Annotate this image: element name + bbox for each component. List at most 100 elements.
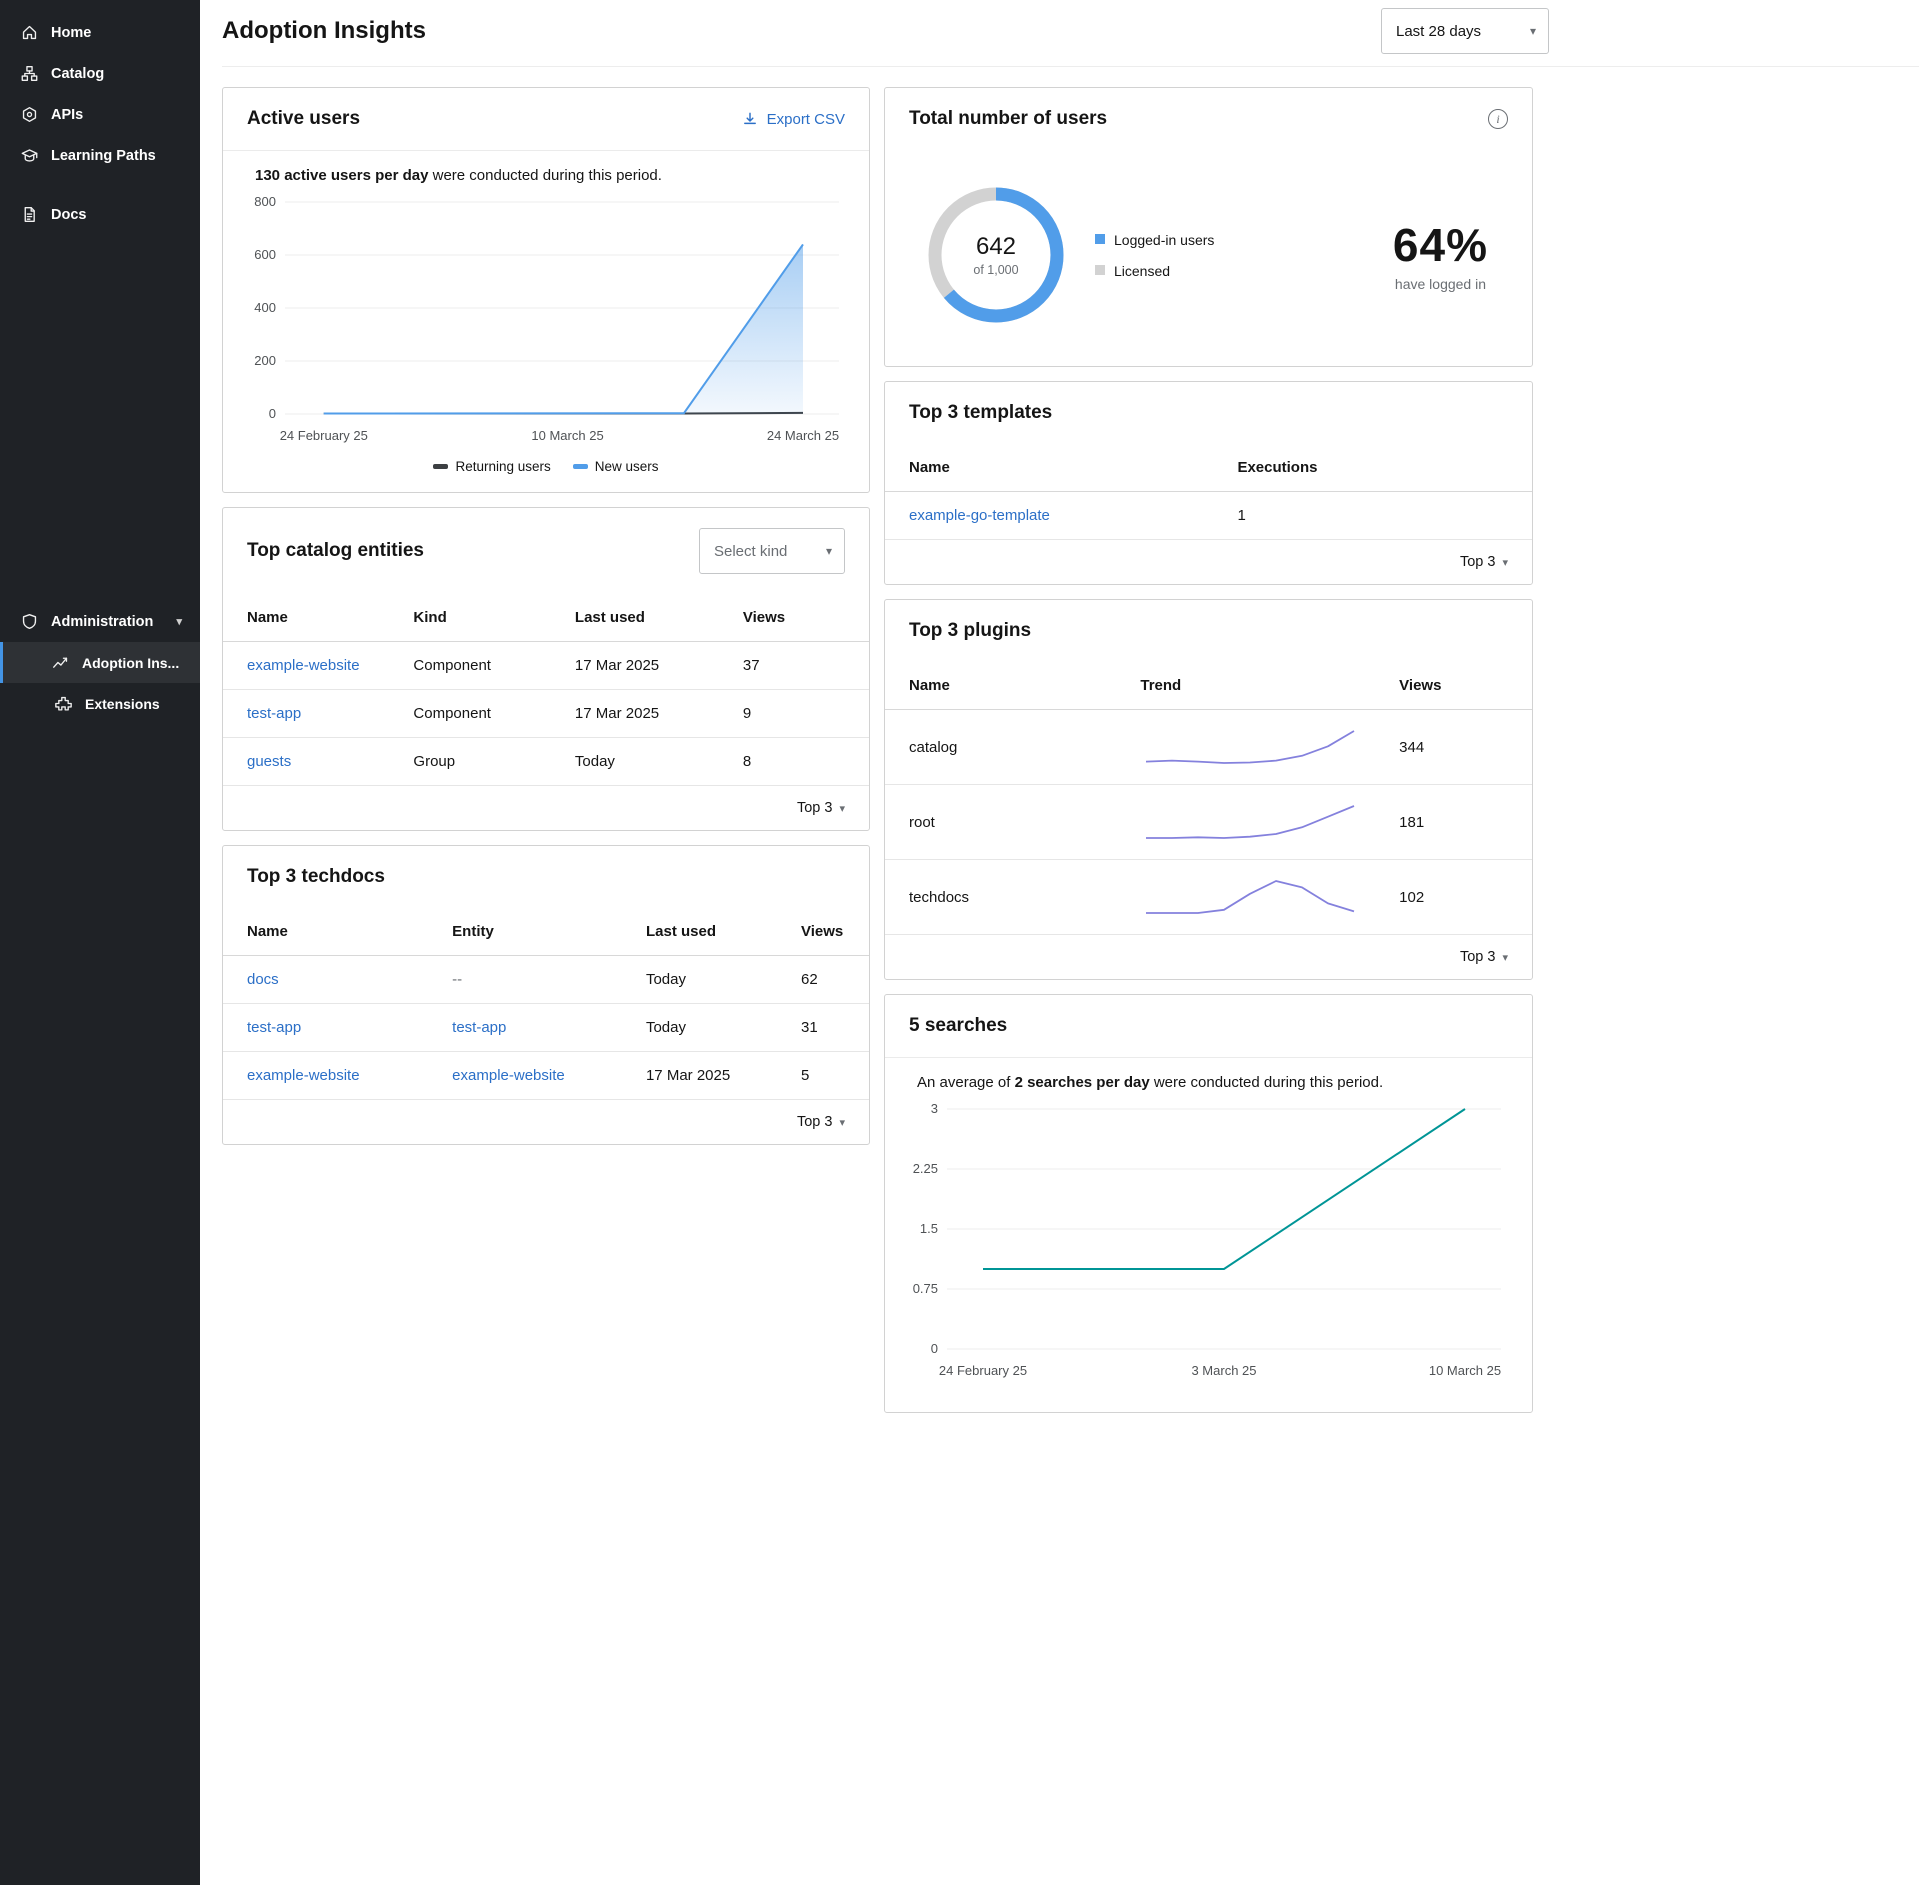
table-row: example-website example-website 17 Mar 2… xyxy=(223,1052,869,1100)
sidebar-admin-section: Administration ▾ Adoption Ins... Extensi… xyxy=(0,601,200,724)
page-title: Adoption Insights xyxy=(222,17,426,45)
main-content: Adoption Insights Last 28 days ▾ Active … xyxy=(200,0,1919,1885)
svg-text:3: 3 xyxy=(931,1101,938,1116)
info-icon[interactable]: i xyxy=(1488,109,1508,129)
svg-text:0.75: 0.75 xyxy=(913,1281,938,1296)
legend-swatch-new xyxy=(573,464,588,469)
svg-text:10 March 25: 10 March 25 xyxy=(1429,1363,1501,1378)
shield-icon xyxy=(21,613,38,630)
sidebar-item-adoption-insights[interactable]: Adoption Ins... xyxy=(0,642,200,683)
template-link[interactable]: example-go-template xyxy=(909,507,1050,524)
line-chart-icon xyxy=(52,654,69,671)
top3-selector[interactable]: Top 3 ▾ xyxy=(885,935,1532,979)
top3-selector[interactable]: Top 3 ▾ xyxy=(885,540,1532,584)
active-users-legend: Returning users New users xyxy=(223,455,869,492)
top3-selector[interactable]: Top 3 ▾ xyxy=(223,786,869,830)
svg-text:0: 0 xyxy=(931,1341,938,1356)
top-templates-card: Top 3 templates Name Executions example-… xyxy=(884,381,1533,585)
sidebar-item-catalog[interactable]: Catalog xyxy=(0,53,200,94)
sidebar-item-home[interactable]: Home xyxy=(0,12,200,53)
searches-summary: An average of 2 searches per day were co… xyxy=(885,1058,1532,1091)
column-header: Entity xyxy=(436,908,630,956)
period-select[interactable]: Last 28 days ▾ xyxy=(1381,8,1549,54)
searches-card: 5 searches An average of 2 searches per … xyxy=(884,994,1533,1413)
entity-link[interactable]: test-app xyxy=(452,1019,506,1036)
table-row: example-go-template 1 xyxy=(885,492,1532,540)
legend-swatch-returning xyxy=(433,464,448,469)
home-icon xyxy=(21,24,38,41)
techdoc-link[interactable]: example-website xyxy=(247,1067,360,1084)
chevron-down-icon: ▾ xyxy=(839,802,845,815)
chevron-down-icon: ▾ xyxy=(176,615,182,628)
table-row: root 181 xyxy=(885,785,1532,860)
legend-swatch-licensed xyxy=(1095,265,1105,275)
top3-selector[interactable]: Top 3 ▾ xyxy=(223,1100,869,1144)
sidebar-item-label: Home xyxy=(51,25,91,41)
sidebar-item-label: APIs xyxy=(51,107,83,123)
templates-table: Name Executions example-go-template 1 xyxy=(885,444,1532,540)
sidebar-item-label: Catalog xyxy=(51,66,104,82)
top-catalog-entities-card: Top catalog entities Select kind ▾ Name … xyxy=(222,507,870,831)
export-csv-button[interactable]: Export CSV xyxy=(742,111,845,128)
chevron-down-icon: ▾ xyxy=(826,544,832,558)
table-row: test-app test-app Today 31 xyxy=(223,1004,869,1052)
sidebar-item-extensions[interactable]: Extensions xyxy=(0,683,200,724)
svg-text:200: 200 xyxy=(254,353,276,368)
legend-item-new-users: New users xyxy=(573,459,659,474)
active-users-card: Active users Export CSV 130 active users… xyxy=(222,87,870,493)
searches-chart: 0 0.75 1.5 2.25 3 24 February 25 3 March 25 10 … xyxy=(895,1095,1515,1385)
column-header: Views xyxy=(727,594,869,642)
column-header: Trend xyxy=(1124,662,1383,710)
column-header: Last used xyxy=(559,594,727,642)
svg-text:3 March 25: 3 March 25 xyxy=(1191,1363,1256,1378)
column-header: Views xyxy=(785,908,869,956)
entity-link[interactable]: test-app xyxy=(247,705,301,722)
card-title: Total number of users xyxy=(909,108,1107,130)
puzzle-icon xyxy=(55,695,72,712)
catalog-entities-table: Name Kind Last used Views example-websit… xyxy=(223,594,869,786)
sidebar-item-administration[interactable]: Administration ▾ xyxy=(0,601,200,642)
active-users-chart: 020040060080024 February 2510 March 2524… xyxy=(233,188,853,450)
legend-item-licensed: Licensed xyxy=(1095,263,1214,279)
donut-legend: Logged-in users Licensed xyxy=(1095,232,1214,279)
sidebar-item-docs[interactable]: Docs xyxy=(0,194,200,235)
page-header: Adoption Insights Last 28 days ▾ xyxy=(222,0,1919,67)
svg-text:1.5: 1.5 xyxy=(920,1221,938,1236)
svg-text:800: 800 xyxy=(254,194,276,209)
entity-link[interactable]: example-website xyxy=(247,657,360,674)
catalog-icon xyxy=(21,65,38,82)
logged-in-percent: 64% have logged in xyxy=(1393,218,1488,292)
kind-select[interactable]: Select kind ▾ xyxy=(699,528,845,574)
svg-text:24 March 25: 24 March 25 xyxy=(767,428,839,443)
users-donut-chart: 642 of 1,000 xyxy=(921,180,1071,330)
card-title: Top 3 plugins xyxy=(909,620,1031,642)
table-row: example-website Component 17 Mar 2025 37 xyxy=(223,642,869,690)
entity-link[interactable]: example-website xyxy=(452,1067,565,1084)
column-header: Name xyxy=(223,908,436,956)
chevron-down-icon: ▾ xyxy=(1502,951,1508,964)
sidebar-item-learning-paths[interactable]: Learning Paths xyxy=(0,135,200,176)
legend-item-returning-users: Returning users xyxy=(433,459,550,474)
legend-swatch-logged-in xyxy=(1095,234,1105,244)
techdoc-link[interactable]: test-app xyxy=(247,1019,301,1036)
sidebar-item-apis[interactable]: APIs xyxy=(0,94,200,135)
techdoc-link[interactable]: docs xyxy=(247,971,279,988)
svg-text:0: 0 xyxy=(269,406,276,421)
svg-text:2.25: 2.25 xyxy=(913,1161,938,1176)
table-row: catalog 344 xyxy=(885,710,1532,785)
card-title: Top catalog entities xyxy=(247,540,424,562)
entity-link[interactable]: guests xyxy=(247,753,291,770)
top-techdocs-card: Top 3 techdocs Name Entity Last used Vie… xyxy=(222,845,870,1145)
active-users-summary: 130 active users per day were conducted … xyxy=(223,151,869,184)
table-row: docs -- Today 62 xyxy=(223,956,869,1004)
sidebar-item-label: Adoption Ins... xyxy=(82,655,179,671)
svg-text:24 February 25: 24 February 25 xyxy=(939,1363,1027,1378)
column-header: Kind xyxy=(397,594,559,642)
sidebar-item-label: Extensions xyxy=(85,696,160,712)
table-row: techdocs 102 xyxy=(885,860,1532,935)
chevron-down-icon: ▾ xyxy=(1530,24,1536,38)
column-header: Name xyxy=(223,594,397,642)
sparkline-root xyxy=(1140,800,1360,844)
sidebar: Home Catalog APIs Learning Paths Docs Ad… xyxy=(0,0,200,1885)
svg-text:400: 400 xyxy=(254,300,276,315)
